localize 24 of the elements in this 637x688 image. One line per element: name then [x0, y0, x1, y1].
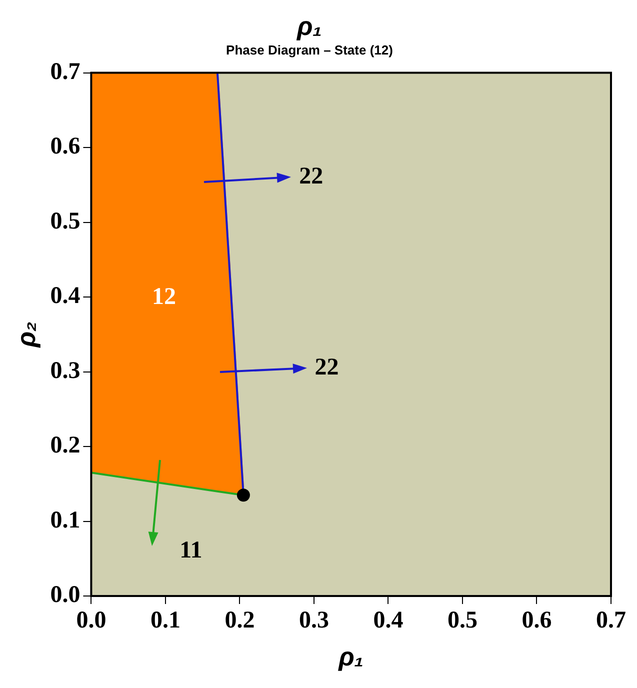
annotation: 12 [152, 284, 176, 310]
y-tick-label: 0.2 [50, 432, 80, 459]
x-tick-label: 0.2 [224, 608, 255, 634]
x-tick-label: 0.5 [447, 608, 478, 634]
y-tick-label: 0.4 [50, 283, 80, 310]
x-axis-title: ρ₁ [338, 642, 364, 672]
x-tick-label: 0.4 [373, 608, 404, 634]
chart-title: ρ₁ [296, 10, 322, 41]
y-tick-label: 0.6 [50, 134, 80, 160]
y-tick-label: 0.5 [50, 208, 80, 234]
annotation: 22 [314, 354, 339, 381]
x-tick-label: 0.0 [76, 608, 106, 634]
x-tick-label: 0.6 [522, 608, 552, 634]
y-tick-label: 0.3 [50, 358, 80, 384]
y-tick-label: 0.0 [50, 582, 80, 608]
y-tick-label: 0.1 [50, 507, 80, 534]
annotation: 22 [299, 164, 324, 190]
x-tick-label: 0.1 [150, 608, 180, 634]
y-tick-label: 0.7 [50, 59, 80, 86]
annotation: 11 [180, 538, 202, 564]
x-tick-label: 0.3 [298, 608, 329, 634]
y-axis-title: ρ₂ [10, 321, 41, 348]
x-tick-label: 0.7 [596, 608, 626, 634]
chart-subtitle: Phase Diagram – State (12) [226, 42, 393, 58]
